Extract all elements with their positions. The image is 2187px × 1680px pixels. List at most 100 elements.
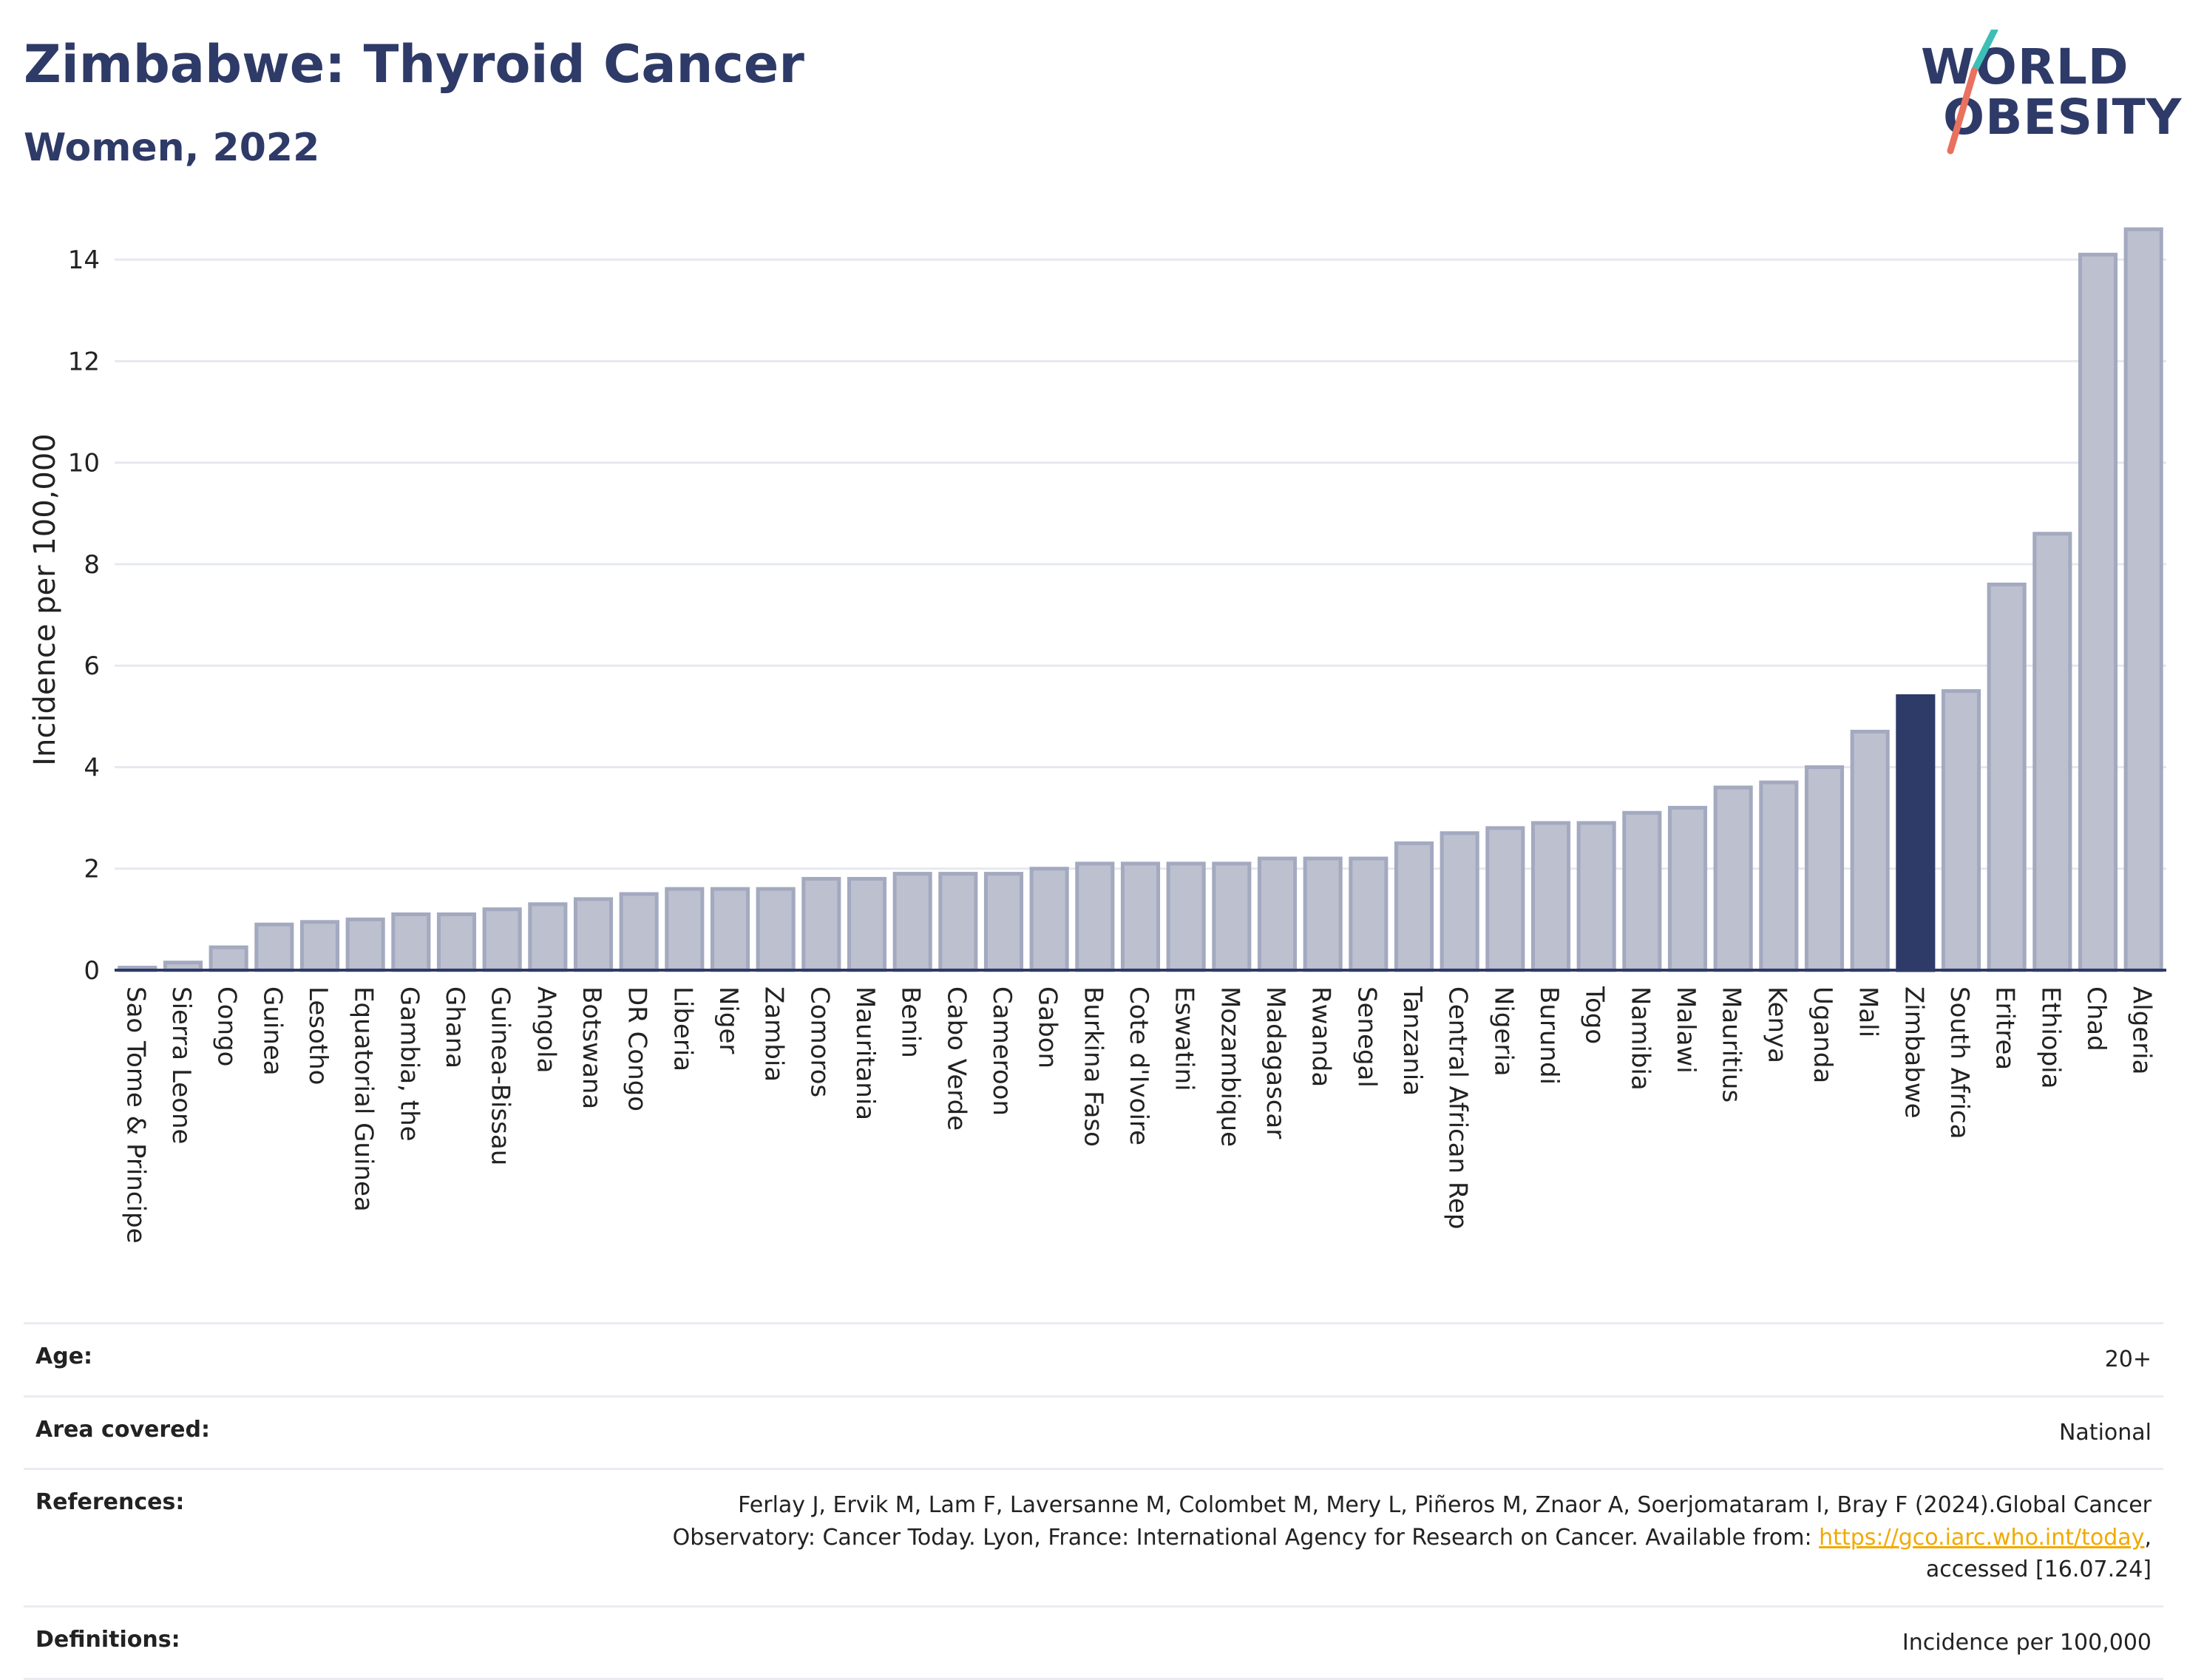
references-text-1: Ferlay J, Ervik M, Lam F, Laversanne M, … <box>738 1492 2152 1518</box>
x-tick-label: Senegal <box>1352 986 1381 1088</box>
bar <box>1943 691 1979 970</box>
bar <box>758 889 793 970</box>
x-tick-label: Burkina Faso <box>1078 986 1108 1147</box>
x-tick-label: Niger <box>713 986 743 1054</box>
bar <box>530 904 566 970</box>
bar <box>1077 864 1113 970</box>
x-tick-label: Burundi <box>1534 986 1564 1085</box>
info-row-area: Area covered: National <box>24 1395 2163 1469</box>
x-tick-label: Lesotho <box>303 986 333 1085</box>
bar <box>2126 229 2161 970</box>
x-tick-label: South Africa <box>1944 986 1974 1139</box>
x-tick-label: Gabon <box>1033 986 1062 1068</box>
bar <box>257 924 292 970</box>
bar <box>1214 864 1250 970</box>
area-value: National <box>2059 1417 2152 1449</box>
bar <box>1442 833 1477 970</box>
bar <box>1715 788 1751 970</box>
bar <box>1351 858 1386 970</box>
bar <box>1761 782 1797 970</box>
bar <box>667 889 702 970</box>
bar <box>1852 731 1888 970</box>
logo-slash-icon <box>1921 30 2165 155</box>
x-tick-label: Botswana <box>577 986 606 1109</box>
y-axis-title: Incidence per 100,000 <box>28 433 62 766</box>
x-tick-label: Rwanda <box>1306 986 1336 1087</box>
bar <box>986 874 1021 970</box>
bar <box>211 947 246 970</box>
x-tick-label: Cabo Verde <box>941 986 971 1131</box>
x-tick-label: DR Congo <box>623 986 652 1111</box>
x-tick-label: Uganda <box>1808 986 1837 1083</box>
x-tick-label: Guinea-Bissau <box>486 986 515 1165</box>
y-tick-label: 8 <box>84 550 100 580</box>
info-row-age: Age: 20+ <box>24 1322 2163 1395</box>
y-tick-label: 10 <box>68 449 100 478</box>
bar <box>2080 254 2115 970</box>
bars <box>120 229 2161 970</box>
y-tick-label: 12 <box>68 347 100 376</box>
age-value: 20+ <box>2105 1344 2152 1376</box>
references-text-4: accessed [16.07.24] <box>1926 1557 2152 1582</box>
bar <box>575 899 611 970</box>
definitions-label: Definitions: <box>35 1627 180 1659</box>
bar <box>1031 869 1067 970</box>
bar <box>1669 807 1705 970</box>
bar <box>1579 823 1614 970</box>
age-label: Age: <box>35 1344 92 1376</box>
bar <box>393 915 429 970</box>
x-tick-label: Benin <box>896 986 926 1058</box>
bar-highlight <box>1898 696 1933 970</box>
x-tick-label: Ghana <box>440 986 469 1068</box>
x-tick-label: Sao Tome & Principe <box>121 986 150 1244</box>
x-tick-label: Tanzania <box>1397 986 1427 1096</box>
x-tick-label: Gambia, the <box>394 986 424 1142</box>
bar <box>1533 823 1568 970</box>
bar <box>1168 864 1204 970</box>
x-tick-label: Namibia <box>1625 986 1655 1091</box>
y-tick-label: 6 <box>84 651 100 681</box>
x-tick-label: Nigeria <box>1488 986 1518 1077</box>
x-tick-label: Eswatini <box>1170 986 1199 1091</box>
x-tick-label: Malawi <box>1671 986 1701 1074</box>
x-tick-label: Mauritius <box>1717 986 1746 1102</box>
bar <box>1122 864 1158 970</box>
bar <box>1488 828 1523 970</box>
y-tick-label: 0 <box>84 956 100 986</box>
info-table: Age: 20+ Area covered: National Referenc… <box>24 1322 2163 1680</box>
bar <box>1624 813 1660 970</box>
references-value: Ferlay J, Ervik M, Lam F, Laversanne M, … <box>673 1489 2152 1586</box>
bar <box>940 874 976 970</box>
info-row-references: References: Ferlay J, Ervik M, Lam F, La… <box>24 1468 2163 1605</box>
x-tick-label: Cote d'Ivoire <box>1124 986 1153 1145</box>
x-tick-label: Zimbabwe <box>1899 986 1928 1119</box>
bar <box>849 878 884 970</box>
bar <box>621 894 657 970</box>
x-tick-label: Algeria <box>2127 986 2157 1074</box>
x-tick-label: Cameroon <box>987 986 1017 1116</box>
info-row-definitions: Definitions: Incidence per 100,000 <box>24 1605 2163 1680</box>
bar <box>1806 767 1842 970</box>
chart-title: Zimbabwe: Thyroid Cancer <box>24 34 804 95</box>
references-text-2: Observatory: Cancer Today. Lyon, France:… <box>673 1525 1820 1551</box>
references-link[interactable]: https://gco.iarc.who.int/today <box>1819 1525 2144 1551</box>
bar <box>1396 843 1431 970</box>
x-tick-label: Comoros <box>804 986 834 1097</box>
references-label: References: <box>35 1489 184 1586</box>
bar <box>1305 858 1340 970</box>
x-tick-label: Liberia <box>668 986 697 1071</box>
world-obesity-logo: WORLD OBESITY <box>1921 30 2165 155</box>
bar <box>895 874 930 970</box>
chart-subtitle: Women, 2022 <box>24 126 319 170</box>
bar <box>712 889 747 970</box>
x-tick-label: Zambia <box>759 986 789 1082</box>
x-tick-label: Chad <box>2081 986 2111 1051</box>
x-tick-label: Ethiopia <box>2035 986 2065 1088</box>
x-tick-label: Equatorial Guinea <box>349 986 379 1212</box>
bar <box>347 919 383 970</box>
bar <box>484 910 520 970</box>
area-label: Area covered: <box>35 1417 210 1449</box>
